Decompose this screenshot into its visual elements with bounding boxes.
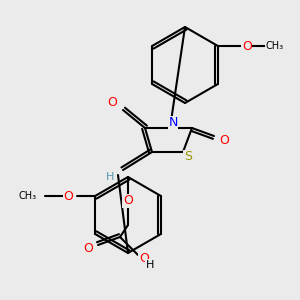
Text: O: O — [219, 134, 229, 146]
Text: O: O — [63, 190, 73, 202]
Text: O: O — [242, 40, 252, 52]
Text: S: S — [184, 151, 192, 164]
Text: H: H — [106, 172, 114, 182]
Text: O: O — [83, 242, 93, 256]
Text: O: O — [107, 95, 117, 109]
Text: O: O — [139, 253, 149, 266]
Text: H: H — [146, 260, 154, 270]
Text: CH₃: CH₃ — [266, 41, 284, 51]
Text: N: N — [168, 116, 178, 130]
Text: CH₃: CH₃ — [19, 191, 37, 201]
Text: O: O — [123, 194, 133, 208]
